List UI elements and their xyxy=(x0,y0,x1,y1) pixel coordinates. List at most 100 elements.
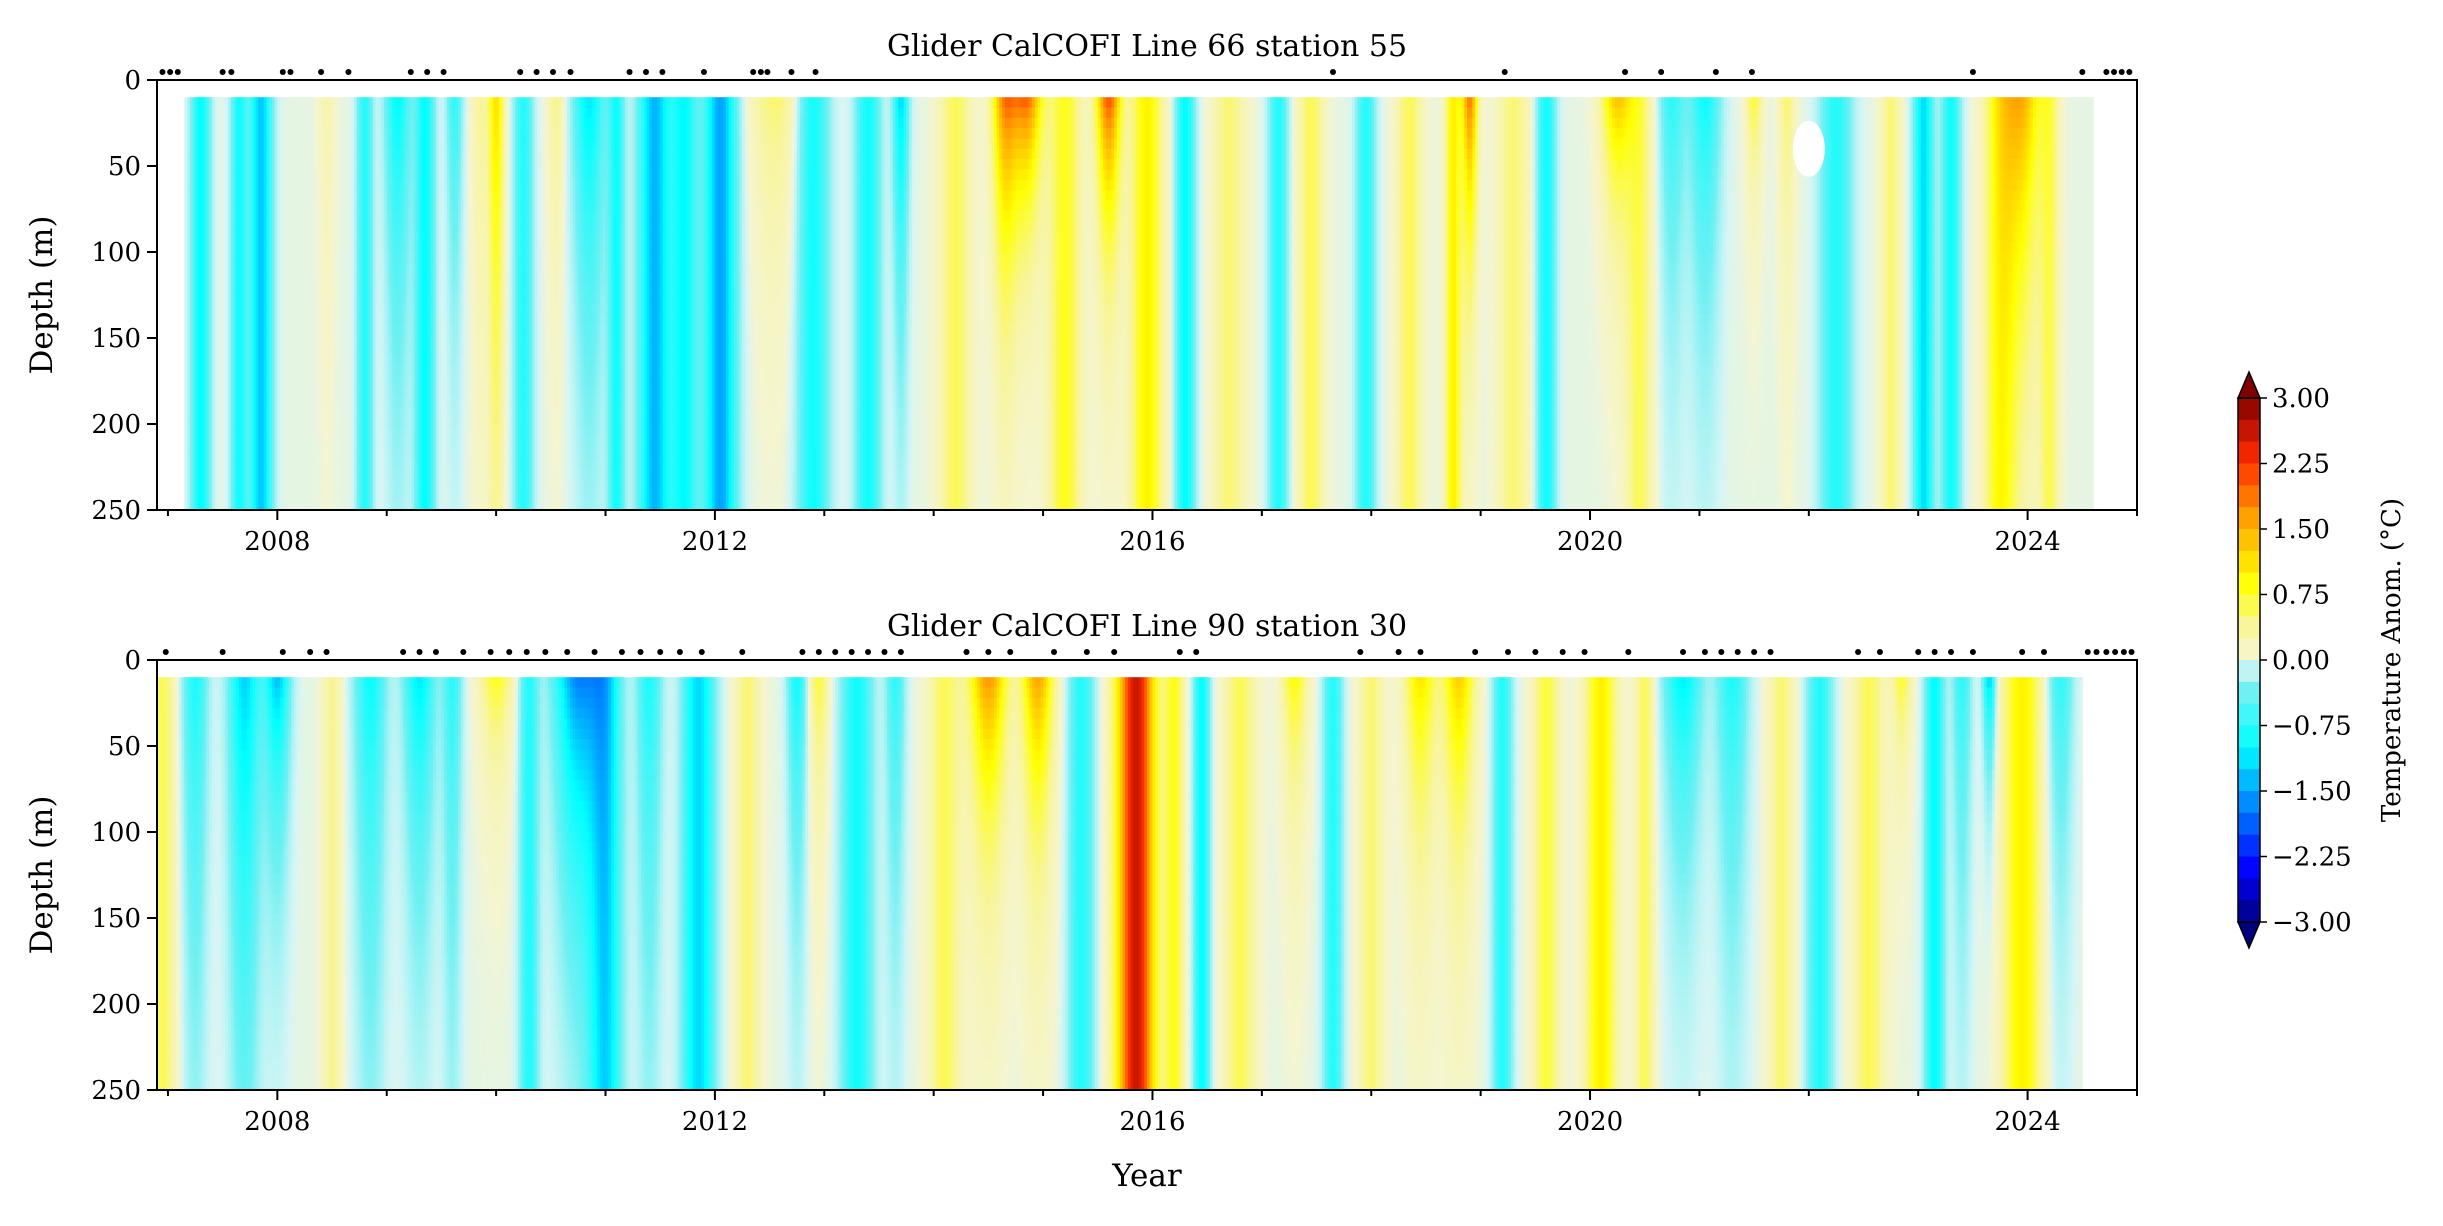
sample-marker xyxy=(1680,649,1686,655)
sample-marker xyxy=(517,69,523,75)
sample-marker xyxy=(1193,649,1199,655)
sample-marker xyxy=(677,649,683,655)
sample-marker xyxy=(1007,649,1013,655)
sample-marker xyxy=(2119,69,2125,75)
sample-marker xyxy=(1111,649,1117,655)
x-tick-label: 2024 xyxy=(1995,1107,2061,1137)
chart-title: Glider CalCOFI Line 90 station 30 xyxy=(887,609,1407,644)
colorbar-extend-max xyxy=(2238,372,2260,398)
x-tick-label: 2012 xyxy=(682,527,748,557)
colorbar-band xyxy=(2238,551,2260,573)
sample-marker xyxy=(400,649,406,655)
y-tick-label: 150 xyxy=(91,324,141,354)
sample-marker xyxy=(2121,649,2127,655)
sample-marker xyxy=(460,649,466,655)
sample-marker xyxy=(1177,649,1183,655)
colorbar-band xyxy=(2238,813,2260,835)
sample-marker xyxy=(2094,649,2100,655)
sample-marker xyxy=(1417,649,1423,655)
sample-marker xyxy=(441,69,447,75)
sample-marker xyxy=(619,649,625,655)
sample-marker xyxy=(2019,649,2025,655)
sample-marker xyxy=(2126,69,2132,75)
sample-marker xyxy=(1357,649,1363,655)
colorbar-band xyxy=(2238,878,2260,900)
sample-marker xyxy=(1560,649,1566,655)
x-tick-label: 2008 xyxy=(244,527,310,557)
sample-marker xyxy=(1735,649,1741,655)
sample-marker xyxy=(2103,69,2109,75)
colorbar: 3.002.251.500.750.00−0.75−1.50−2.25−3.00… xyxy=(2238,372,2407,948)
sample-marker xyxy=(2112,649,2118,655)
x-axis-label: Year xyxy=(1111,1158,1182,1194)
sample-marker xyxy=(524,649,530,655)
colorbar-band xyxy=(2238,660,2260,682)
sample-marker xyxy=(816,649,822,655)
sample-marker xyxy=(1877,649,1883,655)
x-tick-label: 2016 xyxy=(1119,1107,1185,1137)
colorbar-tick-label: −3.00 xyxy=(2272,908,2352,938)
y-tick-label: 200 xyxy=(91,990,141,1020)
sample-marker xyxy=(550,69,556,75)
colorbar-band xyxy=(2238,507,2260,529)
sample-marker xyxy=(417,649,423,655)
sample-marker xyxy=(2103,649,2109,655)
y-tick-label: 50 xyxy=(108,152,141,182)
sample-marker xyxy=(657,649,663,655)
chart-panel-1: Glider CalCOFI Line 66 station 55 2008 201… xyxy=(24,29,2137,557)
colorbar-tick-label: −0.75 xyxy=(2272,712,2352,742)
missing-data-gap xyxy=(1793,121,1825,177)
sample-marker xyxy=(424,69,430,75)
sample-marker xyxy=(1625,649,1631,655)
sample-marker xyxy=(758,69,764,75)
y-tick-label: 0 xyxy=(124,646,141,676)
colorbar-band xyxy=(2238,791,2260,813)
sample-marker xyxy=(881,649,887,655)
colorbar-extend-min xyxy=(2238,922,2260,948)
sample-marker xyxy=(898,649,904,655)
colorbar-tick-label: −1.50 xyxy=(2272,777,2352,807)
sample-marker xyxy=(408,69,414,75)
sample-marker xyxy=(1948,649,1954,655)
colorbar-tick-label: 0.75 xyxy=(2272,581,2330,611)
x-tick-label: 2012 xyxy=(682,1107,748,1137)
sample-marker xyxy=(1502,69,1508,75)
sample-marker xyxy=(280,69,286,75)
sample-markers xyxy=(159,69,2132,75)
colorbar-tick-label: 0.00 xyxy=(2272,646,2330,676)
sample-marker xyxy=(638,649,644,655)
sample-marker xyxy=(1751,649,1757,655)
sample-marker xyxy=(1970,649,1976,655)
colorbar-band xyxy=(2238,485,2260,507)
sample-marker xyxy=(1396,649,1402,655)
sample-marker xyxy=(2041,649,2047,655)
y-tick-label: 0 xyxy=(124,66,141,96)
y-tick-label: 200 xyxy=(91,410,141,440)
sample-marker xyxy=(813,69,819,75)
x-tick-label: 2016 xyxy=(1119,527,1185,557)
sample-marker xyxy=(799,649,805,655)
colorbar-band xyxy=(2238,900,2260,922)
sample-marker xyxy=(865,649,871,655)
heatmap-field xyxy=(157,677,2083,1090)
sample-marker xyxy=(750,69,756,75)
chart-title: Glider CalCOFI Line 66 station 55 xyxy=(887,29,1407,64)
sample-marker xyxy=(1768,649,1774,655)
sample-marker xyxy=(1505,649,1511,655)
colorbar-band xyxy=(2238,835,2260,857)
sample-marker xyxy=(739,649,745,655)
colorbar-label: Temperature Anom. (°C) xyxy=(2377,498,2407,822)
sample-marker xyxy=(964,649,970,655)
sample-marker xyxy=(534,69,540,75)
colorbar-tick-label: 1.50 xyxy=(2272,515,2330,545)
colorbar-tick-label: −2.25 xyxy=(2272,843,2352,873)
sample-marker xyxy=(220,649,226,655)
sample-marker xyxy=(1330,69,1336,75)
colorbar-band xyxy=(2238,464,2260,486)
sample-marker xyxy=(175,69,181,75)
sample-marker xyxy=(542,649,548,655)
sample-marker xyxy=(701,69,707,75)
colorbar-band xyxy=(2238,638,2260,660)
sample-marker xyxy=(659,69,665,75)
